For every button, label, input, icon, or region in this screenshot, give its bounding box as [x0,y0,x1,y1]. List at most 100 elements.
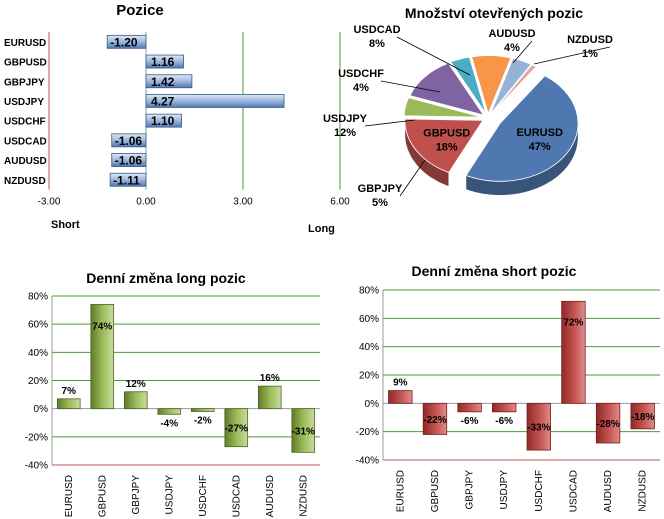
x-category-label-usdjpy: USDJPY [164,475,175,515]
data-label-audusd: -1.06 [115,154,143,168]
column-bar-usdchf [526,402,551,451]
column-data-label-usdchf: -33% [527,423,550,434]
bar-usdjpy [145,94,285,108]
x-tick-label: 6.00 [330,197,350,208]
column-bar-audusd [257,385,282,410]
column-data-label-usdjpy: -4% [160,418,178,429]
pie-slice-usdcad [471,55,512,115]
data-label-eurusd: -1.20 [110,35,138,49]
pie-value-audusd: 4% [504,42,520,54]
column-data-label-usdcad: 72% [563,318,583,329]
category-label-usdcad: USDCAD [4,136,47,147]
x-category-label-usdchf: USDCHF [198,475,209,517]
bar-usdcad [111,133,147,148]
x-category-label-audusd: AUDUSD [603,470,614,512]
column-bar-usdjpy [157,408,182,415]
column-bar-usdchf [190,408,215,412]
column-bar-gbpusd [422,402,448,435]
pie-label-usdjpy: USDJPY [323,113,368,125]
daily-long-change-title: Denní změna long pozic [86,270,246,286]
pie-slice-eurusd [465,75,579,182]
column-data-label-nzdusd: -18% [631,412,654,423]
data-label-usdchf: 1.10 [151,114,175,128]
x-category-label-usdcad: USDCAD [231,475,242,517]
pie-slice-gbpjpy [403,97,483,118]
x-category-label-nzdusd: NZDUSD [298,475,309,517]
x-category-label-usdcad: USDCAD [568,470,579,512]
pie-leader-line-nzdusd [533,46,611,65]
pie-value-gbpjpy: 5% [372,197,388,209]
column-bar-eurusd [56,398,81,410]
column-bar-usdjpy [492,402,517,413]
pie-label-usdchf: USDCHF [338,68,384,80]
y-tick-label: 80% [359,286,379,297]
column-bar-gbpjpy [457,402,482,413]
pie-slice-gbpusd [404,118,484,173]
x-category-label-gbpjpy: GBPJPY [131,475,142,515]
y-tick-label: -40% [25,461,48,472]
daily-long-change-chart: -40% -20% 0% 20% 40% 60% 80% 7% EURUSD 74% GBPUSD 1… [25,292,320,517]
column-data-label-audusd: 16% [260,373,280,384]
y-tick-label: -20% [356,427,379,438]
y-tick-label: -20% [25,432,48,443]
pie-leader-line-usdjpy [364,119,416,127]
pie-label-usdcad: USDCAD [353,24,400,36]
bar-gbpjpy [145,74,193,89]
x-category-label-usdchf: USDCHF [534,470,545,512]
x-category-label-gbpusd: GBPUSD [97,475,108,517]
pie-value-nzdusd: 1% [582,48,598,60]
x-tick-label: 0.00 [136,197,156,208]
bar-audusd [111,153,147,167]
pie-label-gbpjpy: GBPJPY [358,183,403,195]
y-tick-label: 60% [359,314,379,325]
column-data-label-gbpjpy: 12% [126,379,146,390]
column-bar-usdcad [224,408,249,448]
column-data-label-eurusd: 9% [393,378,408,389]
pie-value-gbpusd: 18% [436,142,458,154]
pie-leader-line-usdchf [380,80,441,93]
pie-value-usdjpy: 12% [334,127,356,139]
pie-value-usdchf: 4% [353,82,369,94]
pie-slice-nzdusd [490,64,537,115]
pie-label-audusd: AUDUSD [488,28,535,40]
x-tick-label: 3.00 [233,197,253,208]
data-label-gbpjpy: 1.42 [151,75,175,89]
x-category-label-nzdusd: NZDUSD [638,470,649,512]
pie-slice-usdchf [450,56,487,114]
bar-nzdusd [109,172,147,187]
category-label-usdchf: USDCHF [4,117,46,128]
category-label-gbpusd: GBPUSD [4,58,47,69]
category-label-usdjpy: USDJPY [4,97,44,108]
column-bar-nzdusd [630,402,655,430]
category-label-audusd: AUDUSD [4,156,47,167]
column-bar-usdcad [561,300,586,404]
x-category-label-gbpjpy: GBPJPY [465,470,476,510]
pie-label-nzdusd: NZDUSD [567,34,613,46]
column-data-label-usdchf: -2% [194,415,212,426]
column-data-label-audusd: -28% [596,419,619,430]
y-tick-label: -40% [356,456,379,467]
short-label: Short [51,219,80,231]
daily-short-change-chart: -40% -20% 0% 20% 40% 60% 80% 9% EURUSD -22% GBPUSD… [356,286,660,512]
y-tick-label: 20% [28,376,48,387]
y-tick-label: 80% [28,292,48,303]
column-data-label-gbpjpy: -6% [461,416,479,427]
pie-slice-usdjpy [409,62,485,116]
bar-usdchf [145,113,182,128]
pie-leader-line-audusd [512,40,533,64]
x-category-label-eurusd: EURUSD [64,475,75,517]
y-tick-label: 0% [34,404,49,415]
pie-label-eurusd: EURUSD [516,127,563,139]
column-data-label-usdcad: -27% [225,424,248,435]
column-bar-nzdusd [291,408,316,453]
column-data-label-gbpusd: 74% [92,321,112,332]
daily-short-change-title: Denní změna short pozic [412,263,577,279]
positions-bar-chart: -3.00 0.00 3.00 6.00 EURUSD -1.20 GBPUSD 1.16 GB… [4,32,350,208]
column-bar-audusd [595,402,621,444]
column-data-label-eurusd: 7% [62,386,77,397]
pie-value-usdcad: 8% [369,38,385,50]
column-bar-eurusd [388,390,413,404]
y-tick-label: 20% [359,371,379,382]
bar-eurusd [106,34,147,49]
